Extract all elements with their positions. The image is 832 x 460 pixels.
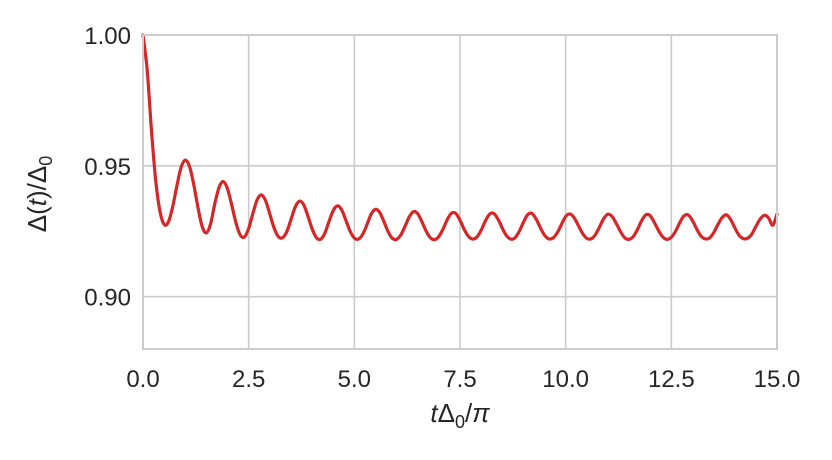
x-tick-label: 0.0: [126, 366, 159, 393]
x-axis-label-pi: π: [472, 398, 490, 428]
x-axis-label-sub0: 0: [455, 412, 465, 432]
x-axis-label-delta: Δ: [438, 398, 455, 428]
x-axis-label-t: t: [430, 398, 439, 428]
y-axis-label-delta: Δ(: [22, 206, 52, 232]
y-axis-label-t: t: [22, 197, 52, 206]
x-axis-label-slash: /: [465, 398, 473, 428]
series-layer: [141, 33, 779, 242]
x-tick-label: 2.5: [232, 366, 265, 393]
x-tick-label: 5.0: [338, 366, 371, 393]
x-tick-label: 15.0: [754, 366, 801, 393]
y-tick-label: 1.00: [84, 23, 131, 50]
x-axis-label: tΔ0/π: [430, 398, 490, 432]
plot-frame: [142, 34, 778, 350]
grid-layer: [142, 34, 778, 349]
x-tick-label: 10.0: [542, 366, 589, 393]
series-line: [141, 33, 779, 242]
x-tick-label: 12.5: [648, 366, 695, 393]
y-tick-labels: 0.90 0.95 1.00: [84, 23, 131, 312]
x-tick-labels: 0.0 2.5 5.0 7.5 10.0 12.5 15.0: [126, 366, 800, 393]
y-tick-label: 0.90: [84, 285, 131, 312]
y-tick-label: 0.95: [84, 154, 131, 181]
y-axis-label-sub0: 0: [36, 156, 56, 166]
y-axis-label-rest: )/Δ: [22, 166, 52, 199]
y-axis-label: Δ(t)/Δ0: [22, 156, 56, 233]
x-tick-label: 7.5: [443, 366, 476, 393]
